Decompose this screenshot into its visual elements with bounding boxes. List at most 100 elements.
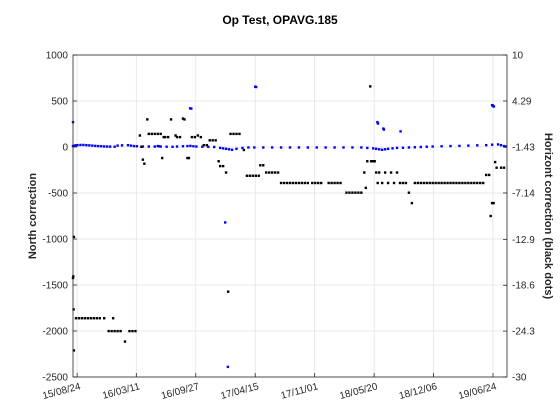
- horizont-correction-point: [116, 329, 119, 333]
- horizont-correction-point: [492, 201, 495, 205]
- horizont-correction-point: [103, 317, 106, 320]
- horizont-correction-point: [134, 329, 137, 333]
- north-correction-point: [230, 148, 234, 151]
- north-correction-point: [159, 145, 162, 148]
- horizont-correction-point: [80, 317, 84, 320]
- horizont-correction-point: [214, 139, 217, 142]
- north-correction-point: [186, 144, 189, 148]
- horizont-correction-point: [128, 329, 131, 333]
- horizont-correction-point: [428, 181, 431, 185]
- horizont-correction-point: [449, 181, 452, 185]
- north-correction-point: [484, 143, 488, 147]
- horizont-correction-point: [360, 191, 363, 194]
- horizont-correction-point: [251, 174, 255, 177]
- horizont-correction-point: [186, 156, 189, 160]
- horizont-correction-point: [476, 181, 479, 185]
- horizont-correction-point: [245, 174, 249, 177]
- horizont-correction-point: [373, 160, 376, 163]
- horizont-correction-point: [336, 181, 339, 185]
- north-correction-point: [171, 145, 174, 149]
- north-correction-point: [153, 145, 156, 148]
- horizont-correction-point: [95, 317, 98, 320]
- north-correction-point: [324, 146, 327, 149]
- north-correction-point: [380, 148, 384, 151]
- horizont-correction-point: [440, 181, 443, 185]
- horizont-correction-point: [291, 181, 295, 185]
- horizont-correction-point: [300, 181, 304, 185]
- horizont-correction-point: [285, 181, 289, 185]
- horizont-correction-point: [224, 171, 228, 174]
- y-tick-label-left: -1000: [42, 235, 68, 246]
- north-correction-point: [440, 145, 443, 148]
- north-correction-point: [467, 144, 470, 147]
- horizont-correction-point: [162, 135, 165, 139]
- horizont-correction-point: [383, 171, 387, 174]
- north-correction-point: [425, 145, 428, 148]
- horizont-correction-point: [229, 132, 232, 136]
- horizont-correction-point: [327, 181, 330, 185]
- north-correction-point: [375, 147, 378, 151]
- north-correction-point: [221, 147, 225, 150]
- horizont-correction-point: [297, 181, 301, 185]
- horizont-correction-point: [317, 181, 320, 185]
- horizont-correction-point: [404, 181, 408, 185]
- y-tick-label-left: 500: [51, 97, 68, 108]
- north-correction-point: [91, 144, 94, 147]
- horizont-correction-point: [183, 118, 186, 121]
- horizont-correction-point: [83, 317, 87, 320]
- north-correction-point: [192, 145, 195, 148]
- north-correction-point: [315, 146, 318, 149]
- y-tick-label-left: 0: [62, 143, 68, 154]
- horizont-correction-point: [211, 139, 214, 142]
- horizont-correction-point: [86, 317, 90, 320]
- north-correction-point: [175, 145, 179, 148]
- north-correction-point: [103, 145, 106, 148]
- horizont-correction-point: [138, 134, 142, 137]
- north-correction-point: [181, 145, 185, 148]
- north-correction-point: [165, 145, 168, 148]
- horizont-correction-point: [123, 340, 127, 343]
- horizont-correction-point: [77, 317, 81, 320]
- horizont-correction-point: [259, 164, 262, 167]
- horizont-correction-point: [452, 181, 455, 185]
- horizont-correction-point: [490, 201, 494, 205]
- horizont-correction-point: [416, 181, 420, 185]
- horizont-correction-point: [232, 132, 235, 136]
- horizont-correction-point: [467, 181, 470, 185]
- horizont-correction-point: [190, 135, 194, 139]
- horizont-correction-point: [288, 181, 292, 185]
- north-correction-point: [376, 120, 379, 124]
- horizont-correction-point: [479, 181, 482, 185]
- horizont-correction-point: [364, 186, 368, 190]
- horizont-correction-point: [303, 181, 307, 185]
- horizont-correction-point: [339, 181, 342, 185]
- horizont-correction-point: [205, 143, 208, 147]
- horizont-correction-point: [111, 317, 115, 320]
- north-correction-point: [391, 147, 394, 150]
- horizont-correction-point: [413, 181, 417, 185]
- horizont-correction-point: [392, 181, 396, 185]
- horizont-correction-point: [156, 132, 159, 136]
- horizont-correction-point: [380, 181, 384, 185]
- north-correction-point: [94, 144, 97, 148]
- north-correction-point: [288, 146, 292, 149]
- horizont-correction-point: [473, 181, 476, 185]
- horizont-correction-point: [199, 135, 203, 139]
- horizont-correction-point: [493, 160, 497, 164]
- north-correction-point: [116, 144, 119, 147]
- north-correction-point: [342, 146, 345, 149]
- north-correction-point: [97, 144, 100, 148]
- north-correction-point: [413, 146, 417, 149]
- north-correction-point: [449, 144, 452, 148]
- horizont-correction-point: [113, 329, 116, 333]
- y-tick-label-right: -1.43: [512, 143, 535, 154]
- y-tick-label-left: -500: [48, 189, 68, 200]
- north-correction-point: [492, 105, 496, 108]
- north-correction-point: [360, 146, 363, 149]
- horizont-correction-point: [330, 181, 333, 185]
- horizont-correction-point: [443, 181, 446, 185]
- horizont-correction-point: [431, 181, 434, 185]
- horizont-correction-point: [495, 166, 498, 169]
- horizont-correction-point: [320, 181, 323, 185]
- horizont-correction-point: [437, 181, 440, 185]
